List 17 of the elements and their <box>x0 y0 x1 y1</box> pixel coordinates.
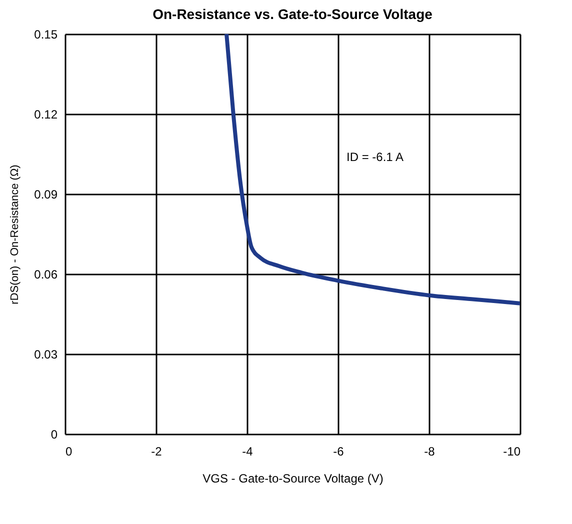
annotation: ID = -6.1 A <box>346 150 404 164</box>
y-tick-label: 0.03 <box>34 348 58 362</box>
x-tick-label: -10 <box>503 444 521 458</box>
y-tick-label: 0.12 <box>34 108 58 122</box>
y-axis-title: rDS(on) - On-Resistance (Ω) <box>9 164 22 304</box>
y-tick-label: 0.15 <box>34 28 58 42</box>
x-tick-label: 0 <box>66 444 72 458</box>
x-tick-label: -2 <box>151 444 162 458</box>
y-tick-label: 0.06 <box>34 268 58 282</box>
line-series <box>224 34 520 306</box>
chart-title: On-Resistance vs. Gate-to-Source Voltage <box>152 6 433 22</box>
x-tick-label: -8 <box>424 444 436 458</box>
y-tick-label: 0.09 <box>34 188 58 202</box>
y-tick-label: 0 <box>50 428 58 442</box>
x-tick-label: -4 <box>242 444 254 458</box>
x-tick-label: -6 <box>333 444 344 458</box>
x-axis-title: VGS - Gate-to-Source Voltage (V) <box>202 472 384 486</box>
